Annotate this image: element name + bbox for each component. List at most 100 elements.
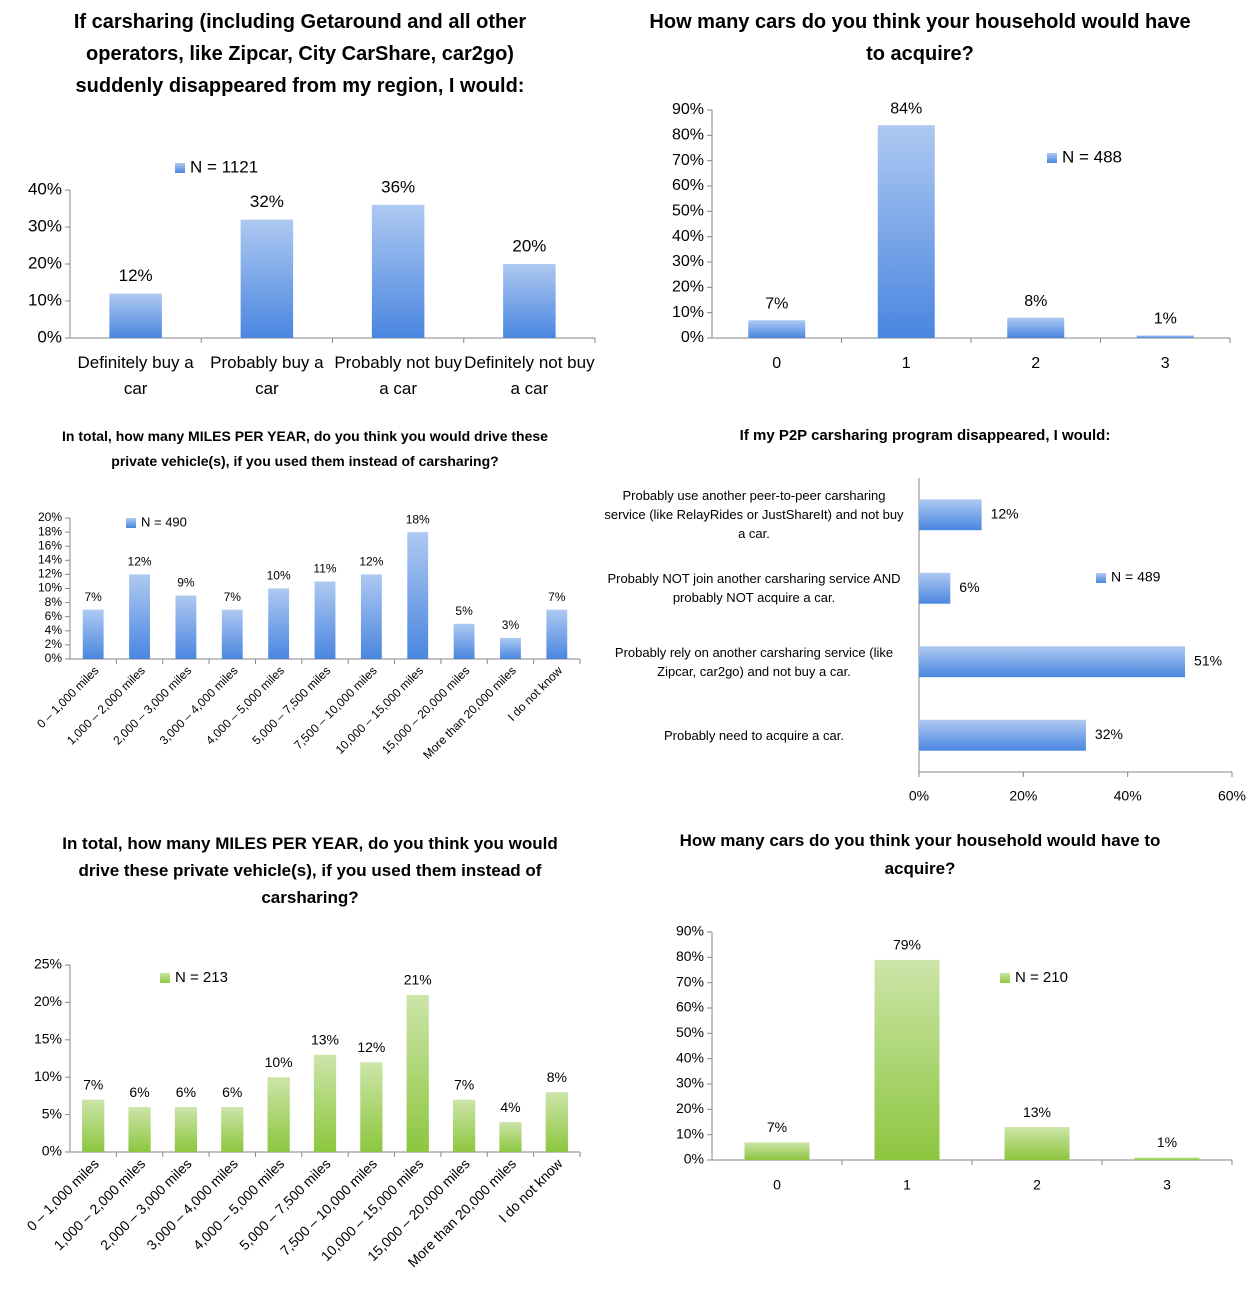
x-tick-label: 15,000 – 20,000 miles [379,663,472,756]
chart-title-box: If my P2P carsharing program disappeared… [740,427,1111,444]
bar [82,1099,105,1152]
data-label: 36% [381,177,415,196]
y-tick-label: 20% [38,510,62,524]
y-tick-label-box: Probably NOT join another carsharing ser… [607,571,900,605]
y-tick-label: 40% [672,228,704,245]
y-tick-label: 8% [45,595,63,609]
data-label: 11% [313,562,336,576]
x-tick-label: 40% [1114,788,1142,804]
bar [1007,317,1065,338]
data-label: 6% [176,1084,196,1100]
bar [109,293,162,338]
y-tick-label: 80% [672,127,704,144]
y-tick-label: 10% [28,290,62,309]
bar [360,1062,383,1152]
y-tick-label: 80% [676,948,704,964]
y-tick-label: 50% [672,203,704,220]
x-tick-label: 20% [1009,788,1037,804]
bar [313,1054,337,1152]
y-tick-label-box: Probably need to acquire a car. [664,727,844,743]
y-tick-label: 40% [28,179,62,198]
data-label: 6% [222,1084,242,1100]
bar [174,1107,198,1152]
x-tick-label: 0 [772,355,781,372]
legend-label: N = 488 [1062,147,1122,166]
chart-title-box: If carsharing (including Getaround and a… [74,11,526,97]
data-label: 32% [250,192,284,211]
x-tick-label: Definitely not buy a car [464,353,595,398]
data-label: 3% [502,618,520,632]
bar [221,1107,244,1152]
y-tick-label: Probably need to acquire a car. [664,727,844,743]
legend-swatch [160,973,170,983]
chart-title: How many cars do you think your househol… [679,831,1161,878]
data-label: 12% [991,505,1019,521]
y-tick-label: 10% [38,581,62,595]
x-tick-label: 3,000 – 4,000 miles [157,663,241,747]
chart-title-box: In total, how many MILES PER YEAR, do yo… [62,428,548,469]
x-tick-label: 7,500 – 10,000 miles [291,663,380,752]
data-label: 13% [1023,1104,1051,1120]
data-label: 12% [128,555,152,569]
bar [1134,1157,1200,1160]
y-tick-label: 90% [676,923,704,939]
bar [546,609,568,659]
bar [407,532,429,659]
x-tick-label: 5,000 – 7,500 miles [249,663,333,747]
data-label: 8% [547,1069,567,1085]
y-tick-label: 12% [38,567,62,581]
data-label: 7% [767,1119,787,1135]
legend-swatch [1096,573,1106,583]
y-tick-label: 18% [38,524,62,538]
x-tick-label: Probably buy a car [210,353,324,398]
data-label: 32% [1095,726,1123,742]
data-label: 8% [1024,293,1047,310]
x-tick-label: 10,000 – 15,000 miles [333,663,426,756]
data-label: 7% [765,295,788,312]
y-tick-label: 10% [676,1125,704,1141]
bar [1004,1127,1070,1160]
y-tick-label: 4% [45,623,63,637]
y-tick-label-box: Probably rely on another carsharing serv… [615,645,893,679]
y-tick-label: 20% [34,993,62,1009]
y-tick-label: 0% [42,1143,62,1159]
bar [500,637,521,659]
x-tick-label-box: Definitely not buy a car [464,353,595,398]
x-tick-label: 0% [909,788,929,804]
bar [545,1092,568,1152]
x-tick-label-box: Probably buy a car [210,353,324,398]
x-tick-label: 2 [1033,1177,1041,1193]
data-label: 5% [455,604,473,618]
y-tick-label: 20% [676,1100,704,1116]
data-label: 51% [1194,652,1222,668]
x-tick-label: More than 20,000 miles [420,663,519,762]
data-label: 6% [129,1084,149,1100]
bar [503,264,556,338]
y-tick-label: 30% [676,1075,704,1091]
data-label: 12% [119,266,153,285]
bar [267,1077,290,1152]
bar [919,572,951,604]
bar [499,1122,522,1152]
y-tick-label: 25% [34,956,62,972]
legend-swatch [1047,153,1057,163]
y-tick-label: 5% [42,1105,62,1121]
data-label: 1% [1157,1134,1177,1150]
bar [877,125,935,338]
legend-swatch [1000,973,1010,983]
bar [175,595,197,659]
bar [919,719,1086,751]
data-label: 79% [893,937,921,953]
legend-swatch [126,518,136,528]
data-label: 7% [454,1076,474,1092]
bar [82,609,104,659]
bar [240,219,294,338]
y-tick-label: 0% [45,651,63,665]
chart-title-box: In total, how many MILES PER YEAR, do yo… [62,834,558,907]
y-tick-label: 14% [38,552,62,566]
bar [453,623,475,659]
bar [128,1107,151,1152]
data-label: 10% [267,569,291,583]
chart-title: In total, how many MILES PER YEAR, do yo… [62,834,558,907]
y-tick-label: 60% [676,999,704,1015]
